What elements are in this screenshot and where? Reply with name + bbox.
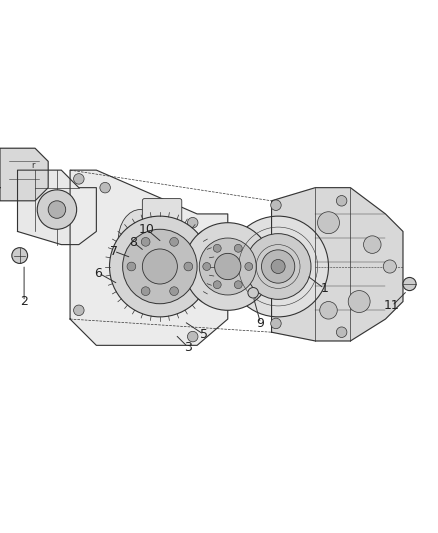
Circle shape (228, 216, 328, 317)
Polygon shape (0, 148, 48, 201)
Circle shape (74, 174, 84, 184)
Polygon shape (70, 170, 228, 345)
Text: 2: 2 (20, 295, 28, 308)
Circle shape (170, 287, 179, 295)
Text: 6: 6 (95, 266, 102, 280)
Circle shape (123, 229, 197, 304)
FancyBboxPatch shape (142, 199, 182, 225)
Circle shape (170, 238, 179, 246)
Circle shape (234, 244, 242, 252)
Circle shape (12, 248, 28, 263)
Circle shape (74, 305, 84, 316)
Text: 11: 11 (384, 300, 400, 312)
Circle shape (100, 182, 110, 193)
Circle shape (199, 238, 256, 295)
Circle shape (213, 244, 221, 252)
Circle shape (37, 190, 77, 229)
Polygon shape (272, 188, 403, 341)
Circle shape (261, 250, 295, 283)
Circle shape (215, 253, 241, 280)
Circle shape (142, 249, 177, 284)
Circle shape (245, 263, 253, 270)
Circle shape (248, 287, 258, 298)
Text: 9: 9 (257, 317, 265, 330)
Circle shape (213, 281, 221, 289)
Polygon shape (18, 170, 96, 245)
Circle shape (184, 223, 272, 310)
Text: 8: 8 (130, 236, 138, 249)
Circle shape (383, 260, 396, 273)
Circle shape (271, 318, 281, 329)
Circle shape (403, 278, 416, 290)
Circle shape (141, 238, 150, 246)
Text: 3: 3 (184, 341, 192, 354)
Circle shape (203, 263, 211, 270)
Circle shape (141, 287, 150, 295)
Text: 5: 5 (200, 328, 208, 341)
Circle shape (234, 281, 242, 289)
Circle shape (320, 302, 337, 319)
Circle shape (245, 233, 311, 300)
Circle shape (48, 201, 66, 219)
Circle shape (184, 262, 193, 271)
Ellipse shape (118, 209, 162, 271)
Circle shape (364, 236, 381, 253)
Circle shape (127, 262, 136, 271)
Circle shape (318, 212, 339, 233)
Circle shape (271, 260, 285, 273)
Text: 7: 7 (110, 245, 118, 257)
Text: r: r (31, 161, 35, 170)
Circle shape (336, 196, 347, 206)
Circle shape (348, 290, 370, 312)
Circle shape (187, 332, 198, 342)
Circle shape (271, 200, 281, 211)
Circle shape (336, 327, 347, 337)
Circle shape (187, 217, 198, 228)
Circle shape (110, 216, 210, 317)
Text: 1: 1 (320, 282, 328, 295)
Text: 10: 10 (139, 223, 155, 236)
